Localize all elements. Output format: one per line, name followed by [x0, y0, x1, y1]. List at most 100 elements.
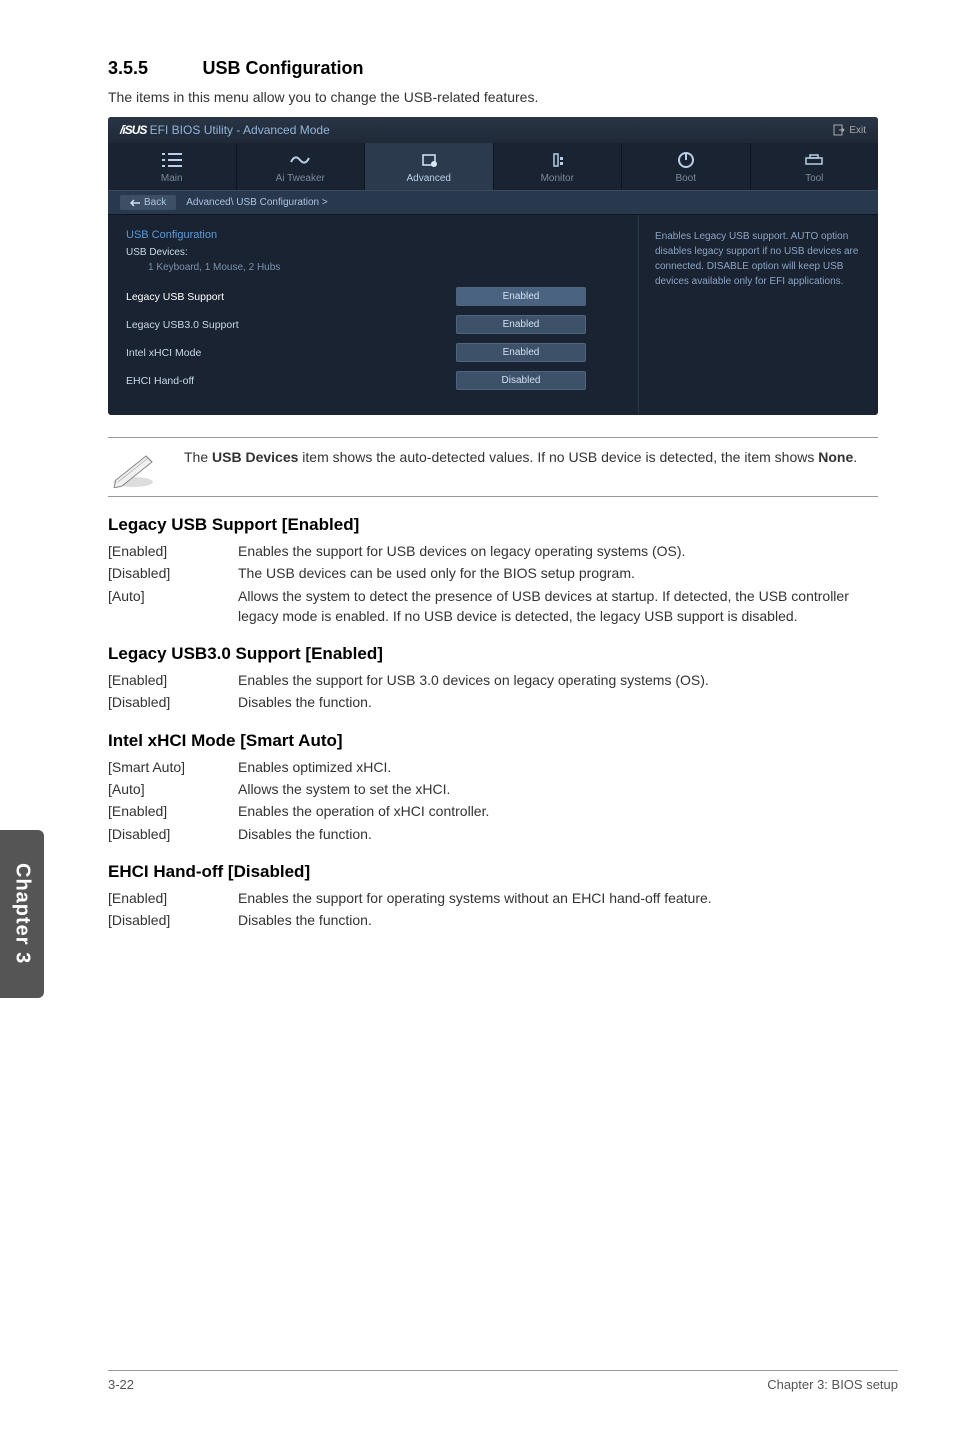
option-description: Disables the function. — [238, 692, 878, 712]
power-icon — [622, 151, 750, 169]
list-icon — [108, 151, 236, 169]
option-key: [Enabled] — [108, 541, 238, 561]
option-row: [Disabled]Disables the function. — [108, 910, 878, 930]
bios-body: USB Configuration USB Devices: 1 Keyboar… — [108, 215, 878, 415]
option-key: [Enabled] — [108, 801, 238, 821]
option-key: [Enabled] — [108, 888, 238, 908]
note-icon — [108, 446, 158, 488]
option-row: [Smart Auto]Enables optimized xHCI. — [108, 757, 878, 777]
tab-main[interactable]: Main — [108, 143, 237, 190]
option-description: Disables the function. — [238, 910, 878, 930]
option-row: [Auto]Allows the system to set the xHCI. — [108, 779, 878, 799]
setting-label: Legacy USB Support — [126, 291, 456, 303]
option-row: [Enabled]Enables the support for operati… — [108, 888, 878, 908]
back-arrow-icon — [130, 199, 140, 207]
chip-icon — [365, 151, 493, 169]
tab-label: Tool — [805, 173, 823, 184]
chapter-side-tab: Chapter 3 — [0, 830, 44, 998]
note-bold: None — [818, 449, 853, 465]
bios-tabs: Main Ai Tweaker Advanced Monitor Boot To… — [108, 143, 878, 190]
bios-setting-row[interactable]: Intel xHCI Mode Enabled — [126, 343, 620, 362]
tab-monitor[interactable]: Monitor — [494, 143, 623, 190]
option-description: Disables the function. — [238, 824, 878, 844]
option-row: [Enabled]Enables the support for USB 3.0… — [108, 670, 878, 690]
tool-icon — [751, 151, 879, 169]
tab-tool[interactable]: Tool — [751, 143, 879, 190]
setting-label: Intel xHCI Mode — [126, 347, 456, 359]
option-description: Allows the system to set the xHCI. — [238, 779, 878, 799]
bios-main-panel: USB Configuration USB Devices: 1 Keyboar… — [108, 215, 638, 415]
tab-aitweaker[interactable]: Ai Tweaker — [237, 143, 366, 190]
bios-devices-detail: 1 Keyboard, 1 Mouse, 2 Hubs — [126, 262, 620, 273]
option-key: [Auto] — [108, 586, 238, 627]
note-bold: USB Devices — [212, 449, 298, 465]
tab-label: Main — [161, 173, 183, 184]
option-description: The USB devices can be used only for the… — [238, 563, 878, 583]
bios-title: /iSUS EFI BIOS Utility - Advanced Mode — [120, 123, 330, 137]
setting-heading: Intel xHCI Mode [Smart Auto] — [108, 731, 898, 751]
option-description: Enables optimized xHCI. — [238, 757, 878, 777]
bios-setting-row[interactable]: EHCI Hand-off Disabled — [126, 371, 620, 390]
option-description: Enables the support for USB devices on l… — [238, 541, 878, 561]
option-key: [Auto] — [108, 779, 238, 799]
bios-help-panel: Enables Legacy USB support. AUTO option … — [638, 215, 878, 415]
exit-button[interactable]: Exit — [833, 124, 866, 136]
setting-heading: Legacy USB3.0 Support [Enabled] — [108, 644, 898, 664]
monitor-icon — [494, 151, 622, 169]
option-description: Enables the operation of xHCI controller… — [238, 801, 878, 821]
tab-boot[interactable]: Boot — [622, 143, 751, 190]
page-footer: 3-22 Chapter 3: BIOS setup — [108, 1370, 898, 1392]
exit-label: Exit — [849, 125, 866, 136]
tab-advanced[interactable]: Advanced — [365, 143, 494, 190]
setting-value[interactable]: Disabled — [456, 371, 586, 390]
tab-label: Boot — [675, 173, 696, 184]
bios-sub-heading: USB Devices: — [126, 247, 620, 258]
bios-title-rest: EFI BIOS Utility - Advanced Mode — [146, 123, 329, 137]
setting-value[interactable]: Enabled — [456, 343, 586, 362]
tab-label: Monitor — [541, 173, 574, 184]
intro-text: The items in this menu allow you to chan… — [108, 89, 898, 105]
option-description: Allows the system to detect the presence… — [238, 586, 878, 627]
setting-heading: Legacy USB Support [Enabled] — [108, 515, 898, 535]
option-row: [Disabled]Disables the function. — [108, 692, 878, 712]
tab-label: Ai Tweaker — [276, 173, 325, 184]
note-text: The USB Devices item shows the auto-dete… — [184, 446, 857, 468]
back-button[interactable]: Back — [120, 195, 176, 210]
page-number: 3-22 — [108, 1377, 134, 1392]
option-row: [Auto]Allows the system to detect the pr… — [108, 586, 878, 627]
option-key: [Enabled] — [108, 670, 238, 690]
option-description: Enables the support for USB 3.0 devices … — [238, 670, 878, 690]
bios-heading: USB Configuration — [126, 229, 620, 241]
section-title: USB Configuration — [202, 58, 363, 78]
breadcrumb-path: Advanced\ USB Configuration > — [186, 197, 327, 208]
option-row: [Enabled]Enables the support for USB dev… — [108, 541, 878, 561]
back-label: Back — [144, 197, 166, 208]
section-number: 3.5.5 — [108, 58, 198, 79]
bios-logo: /iSUS — [120, 123, 146, 137]
option-row: [Disabled]Disables the function. — [108, 824, 878, 844]
setting-value[interactable]: Enabled — [456, 287, 586, 306]
exit-icon — [833, 124, 845, 136]
option-row: [Enabled]Enables the operation of xHCI c… — [108, 801, 878, 821]
bios-breadcrumb: Back Advanced\ USB Configuration > — [108, 190, 878, 215]
bios-titlebar: /iSUS EFI BIOS Utility - Advanced Mode E… — [108, 117, 878, 143]
tweaker-icon — [237, 151, 365, 169]
setting-value[interactable]: Enabled — [456, 315, 586, 334]
setting-heading: EHCI Hand-off [Disabled] — [108, 862, 898, 882]
footer-chapter: Chapter 3: BIOS setup — [767, 1377, 898, 1392]
bios-setting-row[interactable]: Legacy USB Support Enabled — [126, 287, 620, 306]
option-row: [Disabled]The USB devices can be used on… — [108, 563, 878, 583]
section-header: 3.5.5 USB Configuration — [108, 58, 898, 79]
option-key: [Disabled] — [108, 563, 238, 583]
option-key: [Smart Auto] — [108, 757, 238, 777]
bios-screenshot: /iSUS EFI BIOS Utility - Advanced Mode E… — [108, 117, 878, 415]
bios-setting-row[interactable]: Legacy USB3.0 Support Enabled — [126, 315, 620, 334]
note-block: The USB Devices item shows the auto-dete… — [108, 437, 878, 497]
option-key: [Disabled] — [108, 910, 238, 930]
tab-label: Advanced — [407, 173, 451, 184]
option-key: [Disabled] — [108, 824, 238, 844]
setting-label: Legacy USB3.0 Support — [126, 319, 456, 331]
option-key: [Disabled] — [108, 692, 238, 712]
option-description: Enables the support for operating system… — [238, 888, 878, 908]
setting-label: EHCI Hand-off — [126, 375, 456, 387]
